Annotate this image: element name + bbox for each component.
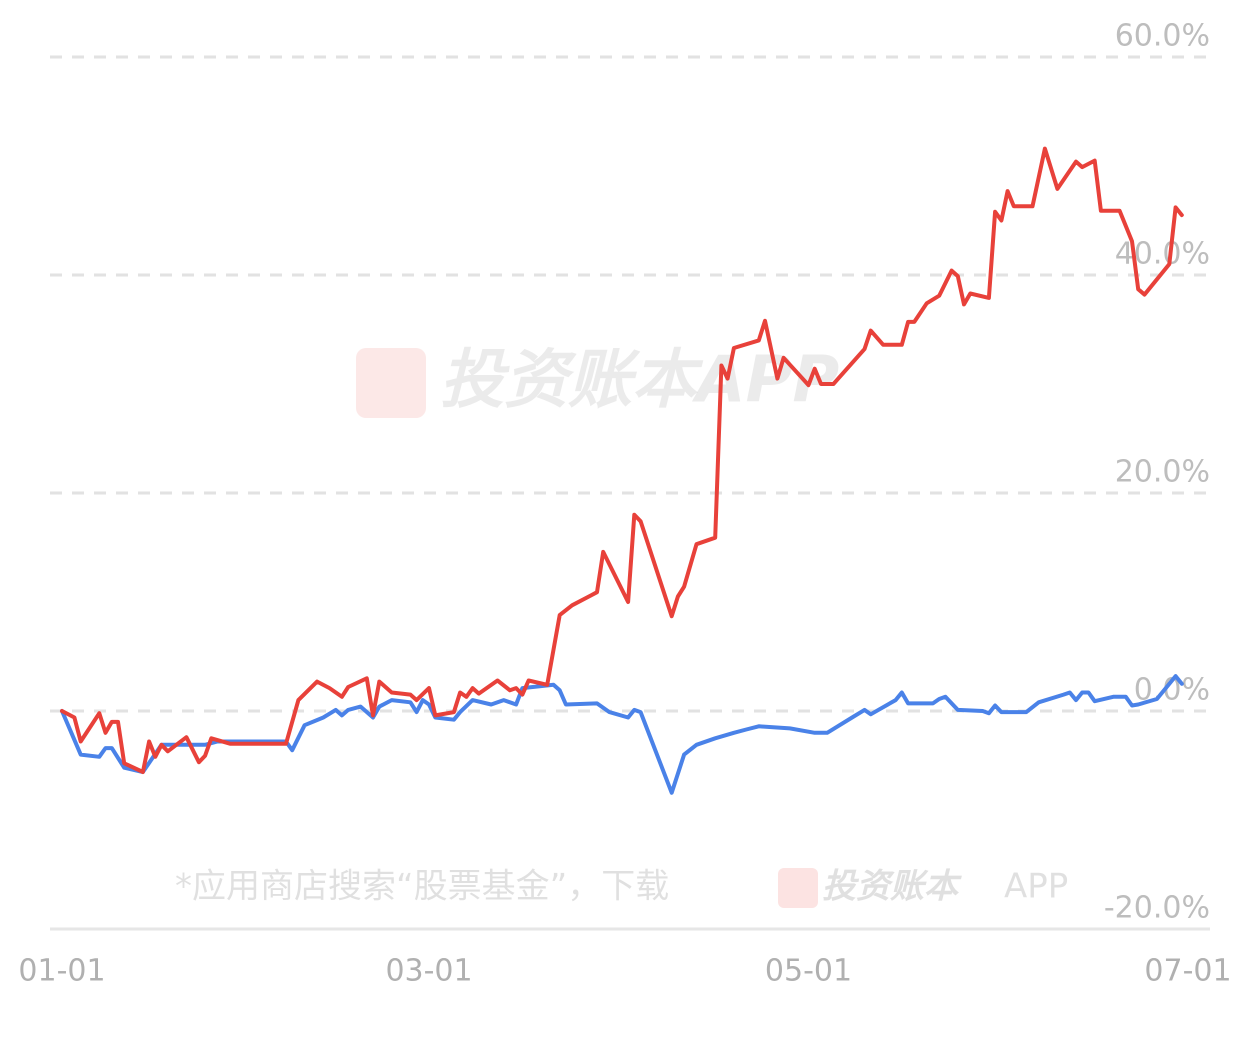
y-tick-label: 40.0%: [1115, 237, 1210, 272]
footnote: *应用商店搜索“股票基金”，下载: [175, 867, 669, 907]
series-line: [60, 674, 1184, 795]
series-line: [60, 146, 1184, 774]
watermark-text: 投资账本APP: [440, 344, 839, 418]
x-tick-label: 07-01: [1144, 954, 1231, 989]
y-tick-label: -20.0%: [1104, 891, 1210, 926]
footnote-logo: [778, 868, 818, 908]
watermark: 投资账本APP *应用商店搜索“股票基金”，下载 投资账本 APP: [175, 344, 1068, 908]
x-tick-label: 01-01: [18, 954, 105, 989]
y-tick-label: 60.0%: [1115, 19, 1210, 54]
x-tick-label: 03-01: [385, 954, 472, 989]
y-tick-label: 20.0%: [1115, 455, 1210, 490]
footnote-brand: 投资账本: [822, 867, 962, 907]
x-tick-label: 05-01: [765, 954, 852, 989]
footnote-app: APP: [1004, 867, 1068, 907]
watermark-logo: [356, 348, 426, 418]
